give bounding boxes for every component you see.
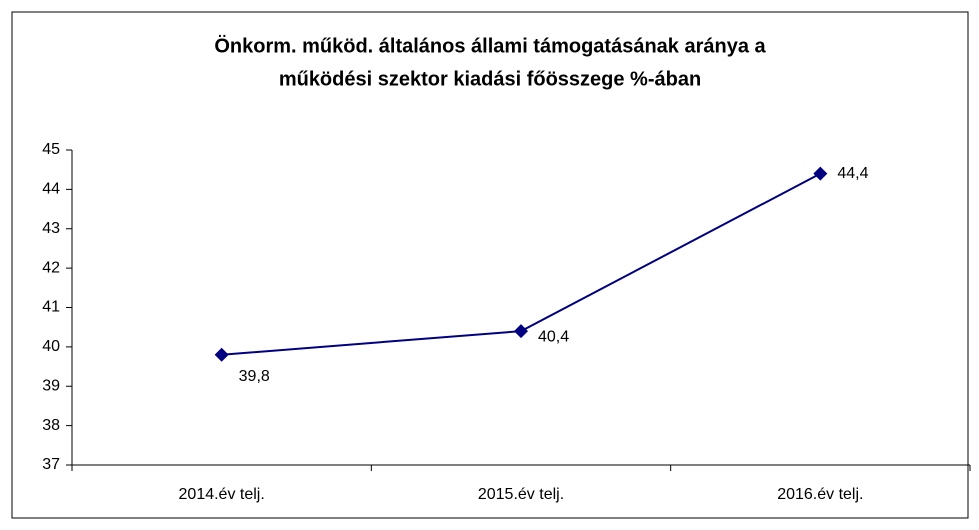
- y-tick-label: 42: [42, 259, 60, 276]
- chart-title: Önkorm. működ. általános állami támogatá…: [214, 34, 766, 57]
- chart-title: működési szektor kiadási főösszege %-ába…: [279, 68, 701, 90]
- y-tick-label: 38: [42, 417, 60, 434]
- marker: [813, 166, 828, 181]
- y-tick-label: 40: [42, 338, 60, 355]
- y-tick-label: 39: [42, 377, 60, 394]
- chart-border: [11, 11, 969, 519]
- y-tick-label: 43: [42, 220, 60, 237]
- data-label: 44,4: [837, 165, 868, 182]
- x-tick-label: 2016.év telj.: [777, 486, 863, 503]
- y-tick-label: 45: [42, 141, 60, 158]
- y-tick-label: 41: [42, 299, 60, 316]
- data-label: 39,8: [239, 368, 270, 385]
- y-tick-label: 37: [42, 456, 60, 473]
- marker: [514, 324, 528, 339]
- y-tick-label: 44: [42, 181, 60, 198]
- x-tick-label: 2014.év telj.: [179, 486, 265, 503]
- data-label: 40,4: [538, 328, 569, 345]
- marker: [214, 347, 229, 362]
- x-tick-label: 2015.év telj.: [478, 486, 564, 503]
